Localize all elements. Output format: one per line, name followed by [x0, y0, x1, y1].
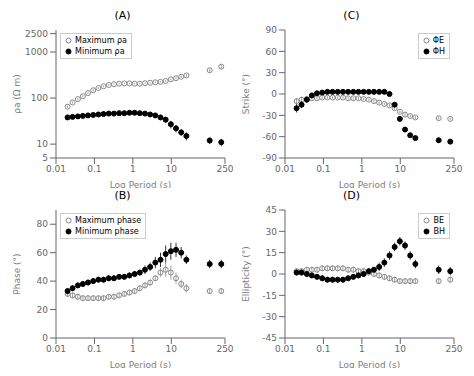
svg-text:250: 250 [216, 164, 233, 174]
svg-text:Phase (°): Phase (°) [12, 253, 22, 294]
svg-text:10: 10 [166, 164, 178, 174]
svg-text:20: 20 [37, 305, 49, 315]
html-text:(B): (B) [114, 189, 131, 202]
svg-text:10: 10 [37, 139, 49, 149]
svg-text:Log Period (s): Log Period (s) [339, 360, 401, 368]
svg-text:0: 0 [271, 269, 277, 279]
html-text:(C): (C) [343, 9, 360, 22]
html-text:Maximum ρa: Maximum ρa [75, 36, 127, 45]
svg-text:30: 30 [266, 68, 278, 78]
svg-text:5: 5 [42, 153, 48, 163]
svg-text:2500: 2500 [25, 29, 48, 39]
svg-text:250: 250 [445, 164, 462, 174]
svg-text:Log Period (s): Log Period (s) [110, 360, 172, 368]
html-text:ΦH: ΦH [432, 47, 445, 56]
svg-text:Log Period (s): Log Period (s) [110, 180, 172, 188]
svg-text:250: 250 [216, 344, 233, 354]
svg-text:40: 40 [37, 276, 49, 286]
svg-text:45: 45 [266, 205, 277, 215]
svg-text:-60: -60 [262, 132, 277, 142]
svg-text:30: 30 [266, 227, 278, 237]
svg-text:15: 15 [266, 248, 277, 258]
svg-text:10: 10 [395, 164, 407, 174]
svg-text:80: 80 [37, 219, 49, 229]
svg-text:0.1: 0.1 [316, 164, 330, 174]
html-text:(A): (A) [114, 9, 131, 22]
html-text:BH: BH [433, 227, 445, 236]
svg-text:Ellipticity (°): Ellipticity (°) [241, 246, 251, 302]
svg-text:-90: -90 [262, 153, 277, 163]
svg-text:0.01: 0.01 [46, 164, 66, 174]
svg-text:0.01: 0.01 [46, 344, 66, 354]
svg-text:1: 1 [130, 344, 136, 354]
svg-text:0: 0 [271, 89, 277, 99]
svg-text:0.1: 0.1 [316, 344, 330, 354]
svg-text:1000: 1000 [25, 47, 48, 57]
svg-text:60: 60 [37, 248, 49, 258]
svg-text:Strike (°): Strike (°) [241, 74, 251, 114]
html-text:ΦE: ΦE [432, 36, 444, 45]
svg-text:1: 1 [359, 344, 365, 354]
svg-text:-30: -30 [262, 111, 277, 121]
html-text:(D): (D) [343, 189, 360, 202]
svg-text:100: 100 [31, 93, 48, 103]
svg-text:10: 10 [395, 344, 407, 354]
html-text:Minimum phase: Minimum phase [75, 227, 139, 236]
svg-text:0.1: 0.1 [87, 344, 101, 354]
html-text:Minimum ρa: Minimum ρa [75, 47, 125, 56]
svg-text:90: 90 [266, 25, 278, 35]
svg-text:10: 10 [166, 344, 178, 354]
svg-text:0.1: 0.1 [87, 164, 101, 174]
html-text:Maximum phase: Maximum phase [75, 216, 142, 225]
html-text:BE: BE [433, 216, 444, 225]
svg-text:60: 60 [266, 47, 278, 57]
svg-text:1: 1 [359, 164, 365, 174]
svg-text:Log Period (s): Log Period (s) [339, 180, 401, 188]
svg-text:1: 1 [130, 164, 136, 174]
svg-text:ρa (Ω m): ρa (Ω m) [12, 74, 22, 114]
svg-text:-30: -30 [262, 312, 277, 322]
svg-text:0.01: 0.01 [275, 344, 295, 354]
svg-text:-45: -45 [262, 333, 277, 343]
svg-text:0.01: 0.01 [275, 164, 295, 174]
svg-text:-15: -15 [262, 291, 277, 301]
svg-text:250: 250 [445, 344, 462, 354]
svg-text:0: 0 [42, 333, 48, 343]
